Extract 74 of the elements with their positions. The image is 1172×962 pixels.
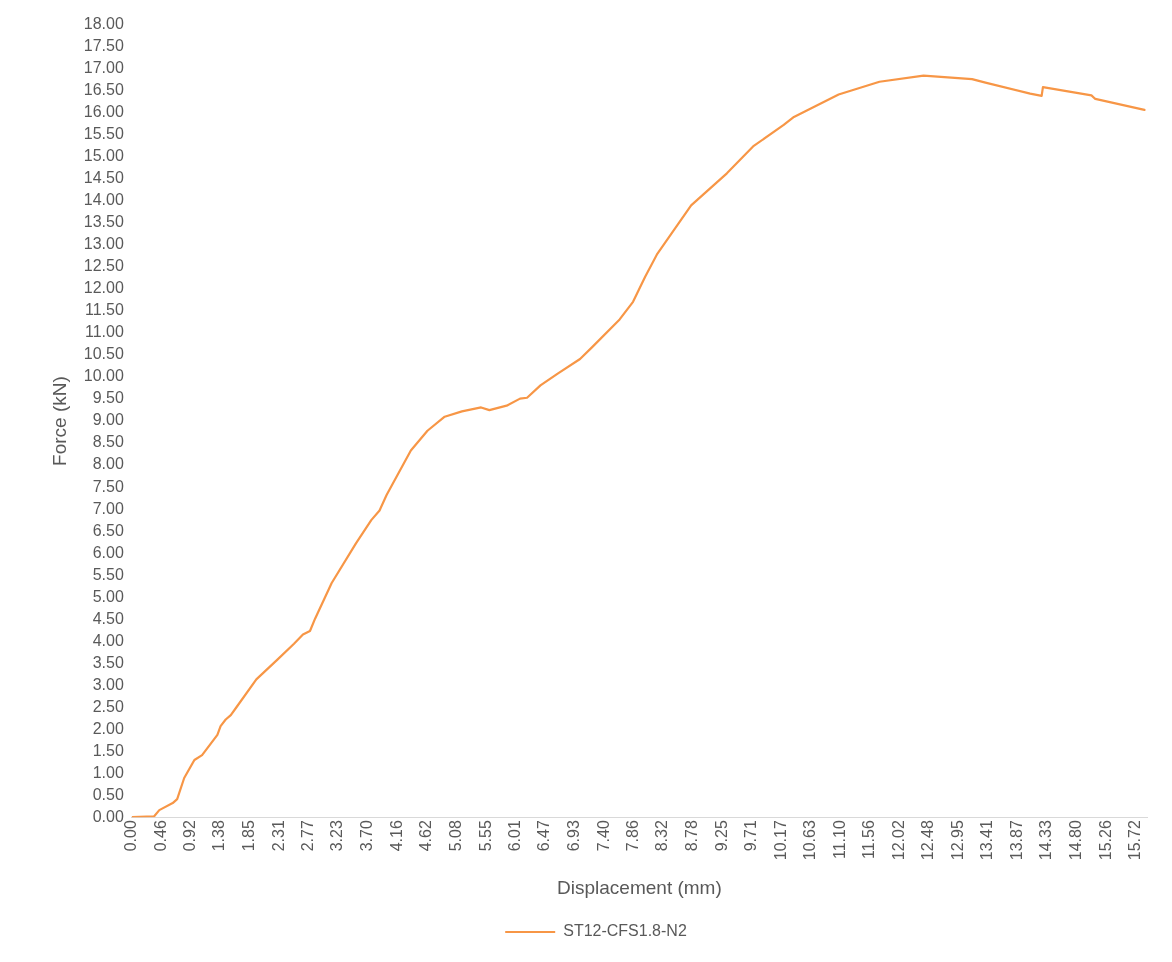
y-tick-label: 2.50 <box>92 697 124 715</box>
x-tick-label: 0.92 <box>180 820 198 852</box>
x-tick-label: 12.02 <box>889 820 907 861</box>
y-tick-label: 7.00 <box>92 499 124 517</box>
x-tick-label: 15.26 <box>1096 820 1114 861</box>
y-tick-label: 3.00 <box>92 675 124 693</box>
x-tick-label: 12.48 <box>919 820 937 861</box>
x-tick-label: 6.93 <box>564 820 582 852</box>
x-tick-label: 7.86 <box>624 820 642 852</box>
y-tick-label: 8.00 <box>92 455 124 473</box>
x-tick-label: 5.55 <box>476 820 494 852</box>
y-tick-label: 1.50 <box>92 741 124 759</box>
y-tick-label: 1.00 <box>92 763 124 781</box>
x-tick-label: 5.08 <box>446 820 464 852</box>
y-tick-label: 5.50 <box>92 565 124 583</box>
y-tick-label: 4.00 <box>92 631 124 649</box>
x-tick-label: 11.10 <box>830 820 848 860</box>
y-tick-label: 2.00 <box>92 719 124 737</box>
y-tick-label: 14.50 <box>83 169 124 187</box>
x-tick-label: 6.01 <box>505 820 523 852</box>
x-tick-label: 8.78 <box>682 820 700 852</box>
x-tick-label: 6.47 <box>535 820 553 852</box>
y-tick-label: 11.50 <box>84 301 124 319</box>
y-tick-label: 0.50 <box>92 785 124 803</box>
x-tick-label: 13.41 <box>978 820 996 861</box>
y-tick-label: 17.00 <box>83 59 124 77</box>
x-axis-title: Displacement (mm) <box>557 876 722 898</box>
x-tick-label: 13.87 <box>1007 820 1025 861</box>
y-tick-label: 8.50 <box>92 433 124 451</box>
y-tick-label: 6.50 <box>92 521 124 539</box>
y-tick-label: 12.00 <box>83 279 124 297</box>
y-tick-label: 4.50 <box>92 609 124 627</box>
x-tick-label: 2.77 <box>299 820 317 852</box>
y-tick-label: 9.00 <box>92 411 124 429</box>
y-axis-title: Force (kN) <box>48 376 70 466</box>
x-tick-label: 1.85 <box>240 820 258 852</box>
y-tick-label: 5.00 <box>92 587 124 605</box>
legend-label: ST12-CFS1.8-N2 <box>563 922 687 940</box>
y-tick-label: 17.50 <box>83 37 124 55</box>
y-tick-label: 15.50 <box>83 125 124 143</box>
y-tick-label: 9.50 <box>92 389 124 407</box>
x-tick-label: 3.70 <box>358 820 376 852</box>
x-tick-label: 4.62 <box>417 820 435 852</box>
y-tick-label: 13.50 <box>83 213 124 231</box>
x-tick-label: 10.63 <box>800 820 818 861</box>
x-tick-label: 10.17 <box>771 820 789 861</box>
y-tick-label: 7.50 <box>92 477 124 495</box>
x-tick-label: 7.40 <box>594 820 612 852</box>
y-tick-label: 16.00 <box>83 103 124 121</box>
y-tick-label: 11.00 <box>84 323 124 341</box>
x-tick-label: 12.95 <box>949 820 967 861</box>
x-tick-label: 9.71 <box>742 820 760 852</box>
x-tick-label: 1.38 <box>210 820 228 852</box>
y-tick-label: 3.50 <box>92 653 124 671</box>
x-tick-label: 11.56 <box>860 820 878 860</box>
x-tick-label: 2.31 <box>269 820 287 852</box>
y-tick-label: 6.00 <box>92 543 124 561</box>
x-tick-label: 14.80 <box>1067 820 1085 861</box>
y-tick-label: 14.00 <box>83 191 124 209</box>
x-tick-label: 0.46 <box>151 820 169 852</box>
x-tick-label: 4.16 <box>387 820 405 852</box>
x-tick-label: 9.25 <box>712 820 730 852</box>
x-tick-label: 14.33 <box>1037 820 1055 861</box>
x-tick-label: 15.72 <box>1125 820 1143 861</box>
y-tick-label: 13.00 <box>83 235 124 253</box>
y-tick-label: 16.50 <box>83 81 124 99</box>
y-tick-label: 12.50 <box>83 257 124 275</box>
x-tick-label: 3.23 <box>328 820 346 852</box>
y-tick-label: 0.00 <box>92 807 124 825</box>
x-tick-label: 8.32 <box>653 820 671 852</box>
y-tick-label: 10.50 <box>83 345 124 363</box>
y-tick-label: 15.00 <box>83 147 124 165</box>
y-tick-label: 18.00 <box>83 15 124 33</box>
y-tick-label: 10.00 <box>83 367 124 385</box>
